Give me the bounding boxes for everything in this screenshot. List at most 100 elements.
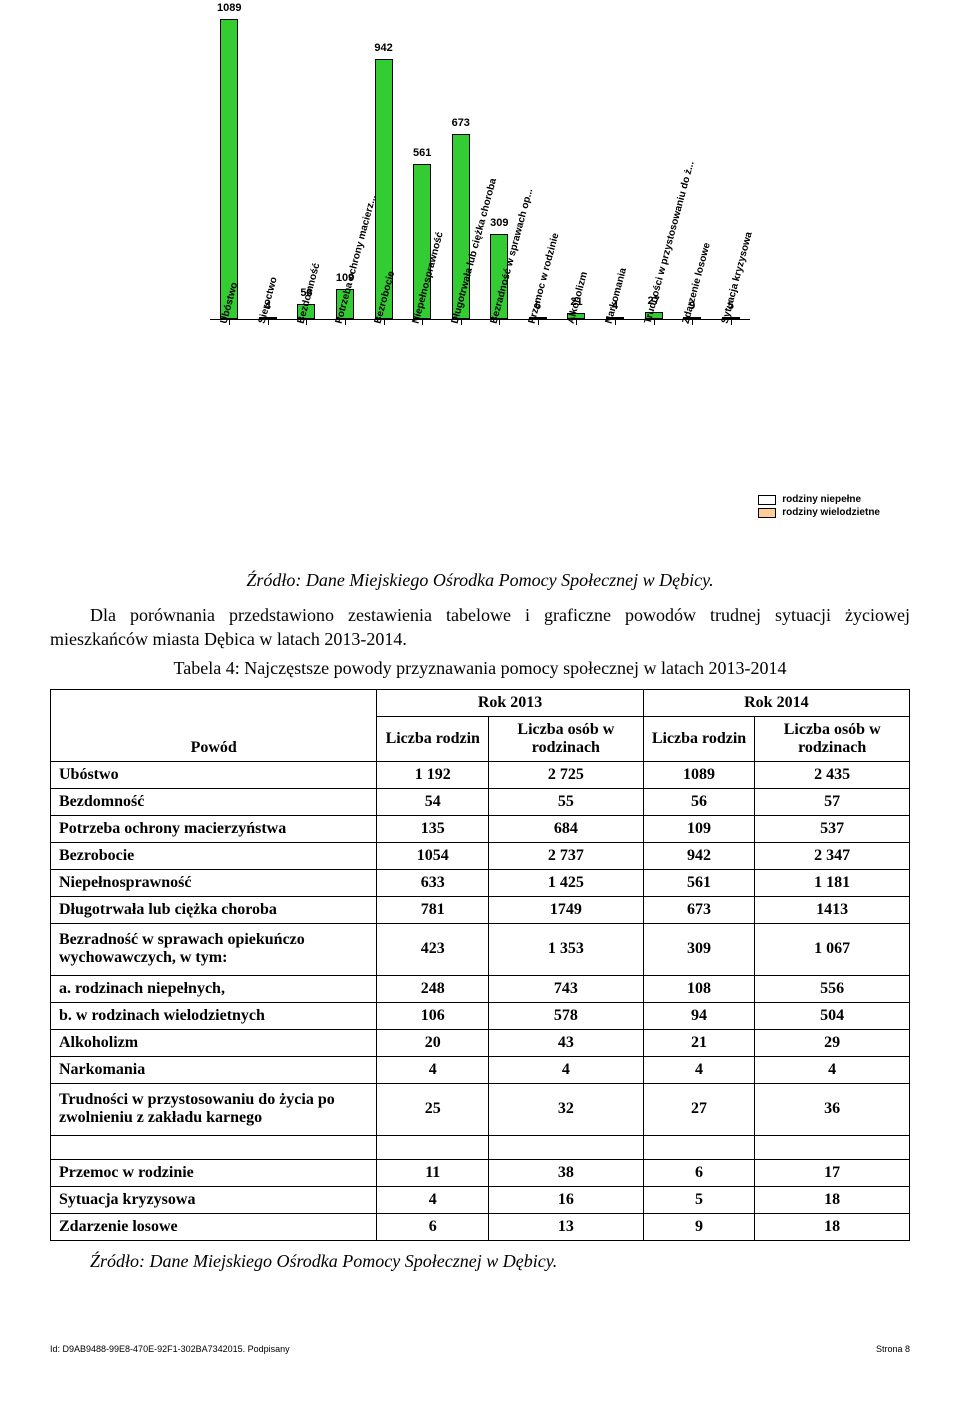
cell: 2 347 xyxy=(755,842,910,869)
row-label: Niepełnosprawność xyxy=(51,869,377,896)
cell: 2 737 xyxy=(489,842,644,869)
cell: 1413 xyxy=(755,896,910,923)
cell: 5 xyxy=(643,1186,755,1213)
footer-page: Strona 8 xyxy=(876,1344,910,1354)
table-row: b. w rodzinach wielodzietnych10657894504 xyxy=(51,1002,910,1029)
cell: 781 xyxy=(377,896,489,923)
row-label: Zdarzenie losowe xyxy=(51,1213,377,1240)
cell: 4 xyxy=(489,1056,644,1083)
th-2014: Rok 2014 xyxy=(643,689,909,716)
table-row: Trudności w przystosowaniu do życia po z… xyxy=(51,1083,910,1135)
table-body-1: Ubóstwo1 1922 72510892 435Bezdomność5455… xyxy=(51,761,910,1135)
cell: 29 xyxy=(755,1029,910,1056)
th-lo-2014: Liczba osób w rodzinach xyxy=(755,716,910,761)
cell: 57 xyxy=(755,788,910,815)
cell: 556 xyxy=(755,975,910,1002)
table-row: Sytuacja kryzysowa416518 xyxy=(51,1186,910,1213)
cell: 6 xyxy=(377,1213,489,1240)
table-row: Zdarzenie losowe613918 xyxy=(51,1213,910,1240)
data-table: Powód Rok 2013 Rok 2014 Liczba rodzin Li… xyxy=(50,689,910,1241)
table-row: Ubóstwo1 1922 72510892 435 xyxy=(51,761,910,788)
chart-plot: 108945610994256167330962142795 xyxy=(210,0,750,320)
cell: 4 xyxy=(377,1186,489,1213)
cell: 94 xyxy=(643,1002,755,1029)
cell: 1089 xyxy=(643,761,755,788)
cell: 32 xyxy=(489,1083,644,1135)
cell: 4 xyxy=(377,1056,489,1083)
row-label: Narkomania xyxy=(51,1056,377,1083)
cell: 55 xyxy=(489,788,644,815)
cell: 2 435 xyxy=(755,761,910,788)
row-label: Ubóstwo xyxy=(51,761,377,788)
table-row: Potrzeba ochrony macierzyństwa1356841095… xyxy=(51,815,910,842)
footer-id: Id: D9AB9488-99E8-470E-92F1-302BA7342015… xyxy=(50,1344,290,1354)
row-label: Przemoc w rodzinie xyxy=(51,1159,377,1186)
paragraph-intro: Dla porównania przedstawiono zestawienia… xyxy=(50,603,910,652)
cell: 17 xyxy=(755,1159,910,1186)
cell: 135 xyxy=(377,815,489,842)
cell: 578 xyxy=(489,1002,644,1029)
bar-value-label: 561 xyxy=(413,147,431,159)
cell: 20 xyxy=(377,1029,489,1056)
bar-value-label: 1089 xyxy=(217,2,241,14)
row-label: Bezrobocie xyxy=(51,842,377,869)
row-label: Alkoholizm xyxy=(51,1029,377,1056)
cell: 54 xyxy=(377,788,489,815)
table-row: a. rodzinach niepełnych,248743108556 xyxy=(51,975,910,1002)
th-lr-2013: Liczba rodzin xyxy=(377,716,489,761)
legend-item: rodziny wielodzietne xyxy=(758,507,880,518)
row-label: Sytuacja kryzysowa xyxy=(51,1186,377,1213)
th-powod: Powód xyxy=(51,689,377,761)
table-row: Długotrwała lub ciężka choroba7811749673… xyxy=(51,896,910,923)
cell: 423 xyxy=(377,923,489,975)
row-label: Trudności w przystosowaniu do życia po z… xyxy=(51,1083,377,1135)
table-row: Bezradność w sprawach opiekuńczo wychowa… xyxy=(51,923,910,975)
bar-slot: 1089 xyxy=(211,19,248,319)
table-row: Narkomania4444 xyxy=(51,1056,910,1083)
table-body-2: Przemoc w rodzinie1138617Sytuacja kryzys… xyxy=(51,1159,910,1240)
row-label: a. rodzinach niepełnych, xyxy=(51,975,377,1002)
bar: 1089 xyxy=(220,19,238,319)
cell: 6 xyxy=(643,1159,755,1186)
cell: 109 xyxy=(643,815,755,842)
table-gap xyxy=(51,1135,910,1159)
cell: 561 xyxy=(643,869,755,896)
cell: 18 xyxy=(755,1186,910,1213)
bar-value-label: 942 xyxy=(374,42,392,54)
table-row: Bezdomność54555657 xyxy=(51,788,910,815)
page: 108945610994256167330962142795 UbóstwoSi… xyxy=(0,0,960,1304)
cell: 16 xyxy=(489,1186,644,1213)
cell: 21 xyxy=(643,1029,755,1056)
bar-value-label: 309 xyxy=(490,217,508,229)
cell: 1 181 xyxy=(755,869,910,896)
table-row: Przemoc w rodzinie1138617 xyxy=(51,1159,910,1186)
cell: 4 xyxy=(755,1056,910,1083)
cell: 38 xyxy=(489,1159,644,1186)
th-lo-2013: Liczba osób w rodzinach xyxy=(489,716,644,761)
cell: 4 xyxy=(643,1056,755,1083)
row-label: Potrzeba ochrony macierzyństwa xyxy=(51,815,377,842)
cell: 942 xyxy=(643,842,755,869)
cell: 309 xyxy=(643,923,755,975)
cell: 1 425 xyxy=(489,869,644,896)
source-line-2: Źródło: Dane Miejskiego Ośrodka Pomocy S… xyxy=(50,1251,910,1272)
chart-legend: rodziny niepełnerodziny wielodzietne xyxy=(758,494,880,520)
table-row: Alkoholizm20432129 xyxy=(51,1029,910,1056)
cell: 504 xyxy=(755,1002,910,1029)
cell: 1 353 xyxy=(489,923,644,975)
cell: 18 xyxy=(755,1213,910,1240)
cell: 633 xyxy=(377,869,489,896)
cell: 43 xyxy=(489,1029,644,1056)
cell: 673 xyxy=(643,896,755,923)
page-footer: Id: D9AB9488-99E8-470E-92F1-302BA7342015… xyxy=(0,1304,960,1364)
cell: 248 xyxy=(377,975,489,1002)
cell: 108 xyxy=(643,975,755,1002)
cell: 1054 xyxy=(377,842,489,869)
source-line: Źródło: Dane Miejskiego Ośrodka Pomocy S… xyxy=(50,570,910,591)
table-row: Niepełnosprawność6331 4255611 181 xyxy=(51,869,910,896)
cell: 1 067 xyxy=(755,923,910,975)
chart: 108945610994256167330962142795 UbóstwoSi… xyxy=(210,0,750,550)
table-row: Bezrobocie10542 7379422 347 xyxy=(51,842,910,869)
row-label: Bezdomność xyxy=(51,788,377,815)
cell: 25 xyxy=(377,1083,489,1135)
